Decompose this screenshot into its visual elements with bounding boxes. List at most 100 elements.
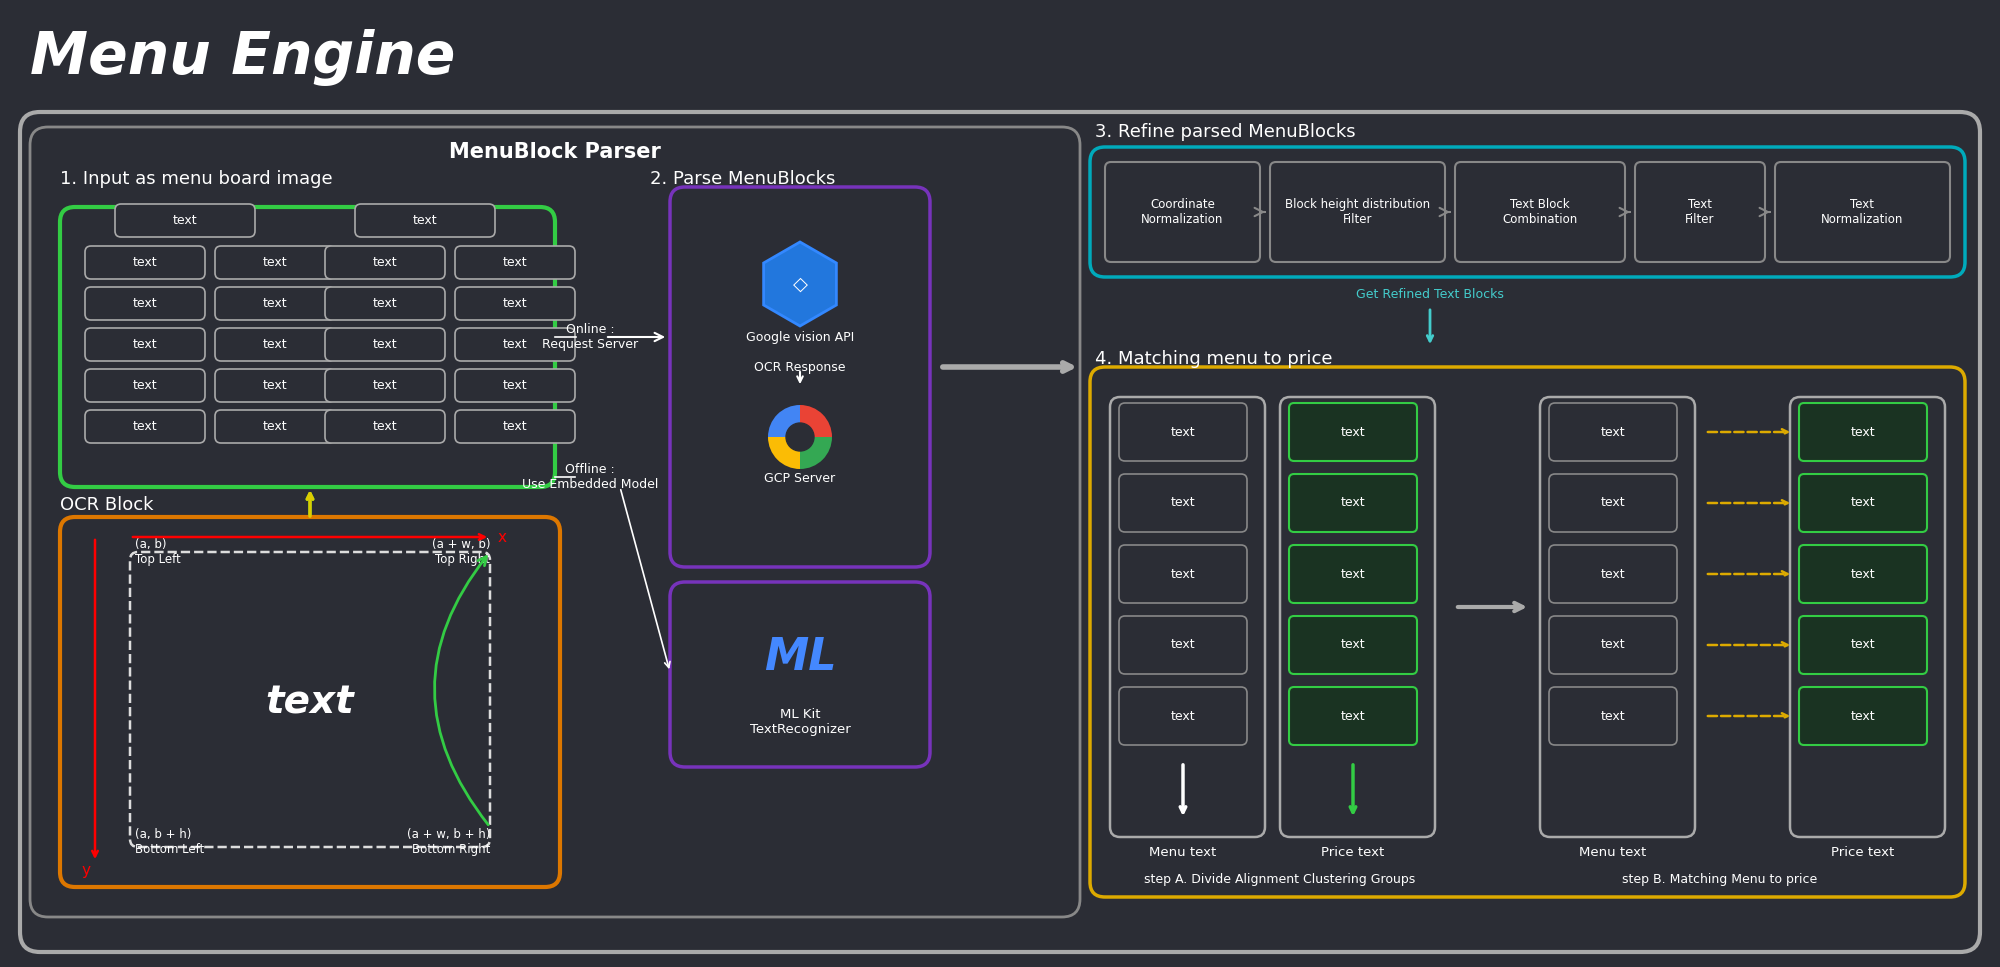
Text: Text Block
Combination: Text Block Combination [1502,198,1578,226]
Text: text: text [262,297,288,310]
Text: text: text [132,297,158,310]
Text: (a, b + h)
Bottom Left: (a, b + h) Bottom Left [136,828,204,856]
Text: text: text [1340,638,1366,652]
Text: Text
Filter: Text Filter [1686,198,1714,226]
FancyBboxPatch shape [1288,687,1416,745]
Text: text: text [1600,496,1626,510]
Text: text: text [372,338,398,351]
Text: Coordinate
Normalization: Coordinate Normalization [1142,198,1224,226]
Text: Menu Engine: Menu Engine [30,28,456,85]
FancyBboxPatch shape [1800,616,1928,674]
Text: text: text [502,379,528,392]
Text: text: text [1850,496,1876,510]
FancyBboxPatch shape [1270,162,1444,262]
FancyBboxPatch shape [1548,687,1676,745]
Text: text: text [1340,710,1366,722]
Text: 3. Refine parsed MenuBlocks: 3. Refine parsed MenuBlocks [1096,123,1356,141]
Text: text: text [262,379,288,392]
Text: text: text [1340,568,1366,580]
FancyBboxPatch shape [216,287,336,320]
FancyBboxPatch shape [456,410,576,443]
Text: text: text [1170,425,1196,438]
Text: 2. Parse MenuBlocks: 2. Parse MenuBlocks [650,170,836,188]
Text: Block height distribution
Filter: Block height distribution Filter [1284,198,1430,226]
FancyBboxPatch shape [216,246,336,279]
FancyBboxPatch shape [84,410,206,443]
FancyBboxPatch shape [1120,474,1248,532]
FancyBboxPatch shape [1288,545,1416,603]
FancyBboxPatch shape [324,246,444,279]
FancyBboxPatch shape [1090,147,1964,277]
Text: step B. Matching Menu to price: step B. Matching Menu to price [1622,872,1818,886]
Text: text: text [372,379,398,392]
Text: text: text [502,256,528,269]
Text: text: text [172,214,198,227]
Text: (a + w, b + h)
Bottom Right: (a + w, b + h) Bottom Right [406,828,490,856]
FancyBboxPatch shape [324,328,444,361]
Wedge shape [768,437,800,469]
FancyBboxPatch shape [1790,397,1944,837]
FancyBboxPatch shape [60,207,556,487]
Text: text: text [1600,425,1626,438]
Text: ML: ML [764,635,836,679]
Text: text: text [372,297,398,310]
Text: text: text [132,256,158,269]
FancyBboxPatch shape [84,328,206,361]
FancyBboxPatch shape [60,517,560,887]
Text: text: text [1170,638,1196,652]
Text: (a + w, b)
Top Right: (a + w, b) Top Right [432,538,490,566]
FancyBboxPatch shape [1800,474,1928,532]
Text: text: text [132,420,158,433]
Text: text: text [132,379,158,392]
FancyBboxPatch shape [324,369,444,402]
Text: text: text [1170,710,1196,722]
Text: text: text [502,420,528,433]
FancyBboxPatch shape [1288,403,1416,461]
FancyBboxPatch shape [1120,403,1248,461]
Text: y: y [82,863,92,877]
FancyBboxPatch shape [1456,162,1624,262]
Text: text: text [1340,425,1366,438]
Text: text: text [372,420,398,433]
Text: text: text [1340,496,1366,510]
Wedge shape [800,405,832,437]
Text: text: text [1170,568,1196,580]
FancyBboxPatch shape [1288,474,1416,532]
FancyArrowPatch shape [434,557,488,825]
FancyBboxPatch shape [1120,545,1248,603]
FancyBboxPatch shape [116,204,256,237]
FancyBboxPatch shape [1548,545,1676,603]
FancyBboxPatch shape [456,328,576,361]
FancyBboxPatch shape [1090,367,1964,897]
Circle shape [786,423,814,451]
Text: 1. Input as menu board image: 1. Input as menu board image [60,170,332,188]
Text: ML Kit
TextRecognizer: ML Kit TextRecognizer [750,708,850,736]
FancyBboxPatch shape [456,369,576,402]
Text: Online :
Request Server: Online : Request Server [542,323,638,351]
FancyBboxPatch shape [324,410,444,443]
FancyBboxPatch shape [1120,616,1248,674]
Text: text: text [1170,496,1196,510]
Text: Menu text: Menu text [1580,845,1646,859]
FancyBboxPatch shape [1104,162,1260,262]
Text: 4. Matching menu to price: 4. Matching menu to price [1096,350,1332,368]
FancyBboxPatch shape [456,287,576,320]
FancyBboxPatch shape [1800,403,1928,461]
FancyBboxPatch shape [216,410,336,443]
Text: text: text [262,256,288,269]
Text: x: x [498,530,508,544]
FancyBboxPatch shape [1800,687,1928,745]
Text: ◇: ◇ [792,275,808,294]
FancyBboxPatch shape [1288,616,1416,674]
FancyBboxPatch shape [1776,162,1950,262]
Text: text: text [412,214,438,227]
FancyBboxPatch shape [216,328,336,361]
FancyBboxPatch shape [1548,474,1676,532]
Text: step A. Divide Alignment Clustering Groups: step A. Divide Alignment Clustering Grou… [1144,872,1416,886]
FancyBboxPatch shape [1548,403,1676,461]
Text: Offline :
Use Embedded Model: Offline : Use Embedded Model [522,463,658,491]
FancyBboxPatch shape [1280,397,1436,837]
FancyBboxPatch shape [20,112,1980,952]
Text: GCP Server: GCP Server [764,473,836,485]
Text: text: text [1600,638,1626,652]
